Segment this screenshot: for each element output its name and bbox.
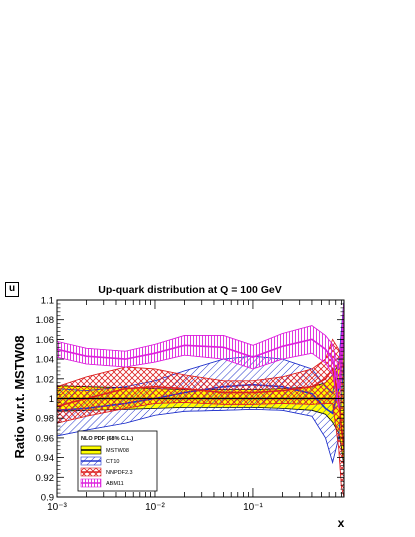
y-tick-label: 0.94 [36, 453, 55, 464]
legend-label-nnpdf2-3: NNPDF2.3 [106, 470, 133, 476]
legend-label-abm11: ABM11 [106, 481, 124, 487]
lower-edge-nnpdf2-3 [57, 402, 344, 497]
chart-title: Up-quark distribution at Q = 100 GeV [98, 284, 282, 296]
y-tick-label: 1.08 [36, 315, 55, 326]
y-tick-label: 1.02 [36, 374, 55, 385]
y-tick-label: 0.98 [36, 414, 55, 425]
y-tick-label: 1.06 [36, 335, 55, 346]
legend-label-mstw08: MSTW08 [106, 448, 129, 454]
upper-edge-nnpdf2-3 [57, 338, 344, 388]
legend: NLO PDF (68% C.L.) MSTW08 CT10 NNPDF2.3 ABM1… [77, 430, 158, 492]
y-tick-label: 0.9 [41, 493, 54, 504]
x-axis-label: x [338, 516, 345, 530]
legend-title: NLO PDF (68% C.L.) [81, 436, 133, 442]
x-tick-label: 10⁻² [145, 502, 165, 513]
y-tick-label: 1.04 [36, 355, 55, 366]
y-tick-label: 1.1 [41, 296, 54, 307]
legend-label-ct10: CT10 [106, 459, 119, 465]
central-line-abm11 [57, 309, 344, 389]
panel-label: u [5, 282, 19, 297]
y-tick-label: 0.92 [36, 473, 55, 484]
lower-edge-abm11 [57, 329, 344, 409]
x-tick-label: 10⁻³ [47, 502, 67, 513]
x-tick-label: 10⁻¹ [243, 502, 263, 513]
series-abm11 [57, 300, 344, 409]
axis-ticks: 0.9 0.92 0.94 0.96 0.98 1 1.02 1.04 1.06 1.08 1.1 1… [36, 296, 344, 513]
y-tick-label: 0.96 [36, 433, 55, 444]
y-tick-label: 1 [49, 394, 54, 405]
y-axis-label: Ratio w.r.t. MSTW08 [12, 335, 27, 458]
upper-edge-abm11 [57, 300, 344, 370]
